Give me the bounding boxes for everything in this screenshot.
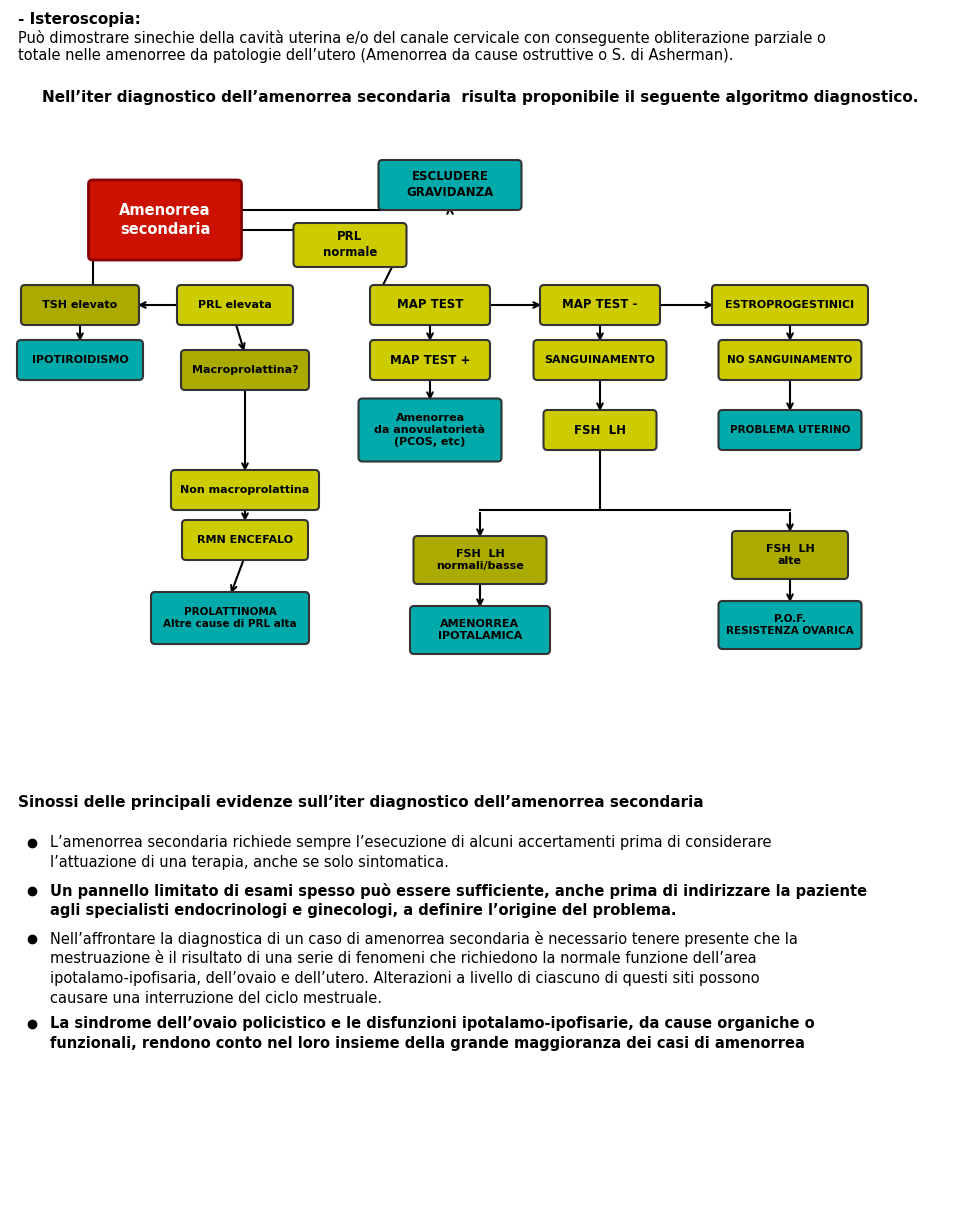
Text: Macroprolattina?: Macroprolattina? [192,365,299,375]
Text: Nell’affrontare la diagnostica di un caso di amenorrea secondaria è necessario t: Nell’affrontare la diagnostica di un cas… [50,931,798,947]
FancyBboxPatch shape [370,285,490,325]
Text: Non macroprolattina: Non macroprolattina [180,485,310,495]
Text: Amenorrea
secondaria: Amenorrea secondaria [119,203,211,236]
Text: Nell’iter diagnostico dell’amenorrea secondaria  risulta proponibile il seguente: Nell’iter diagnostico dell’amenorrea sec… [42,89,918,105]
Text: NO SANGUINAMENTO: NO SANGUINAMENTO [728,355,852,365]
FancyBboxPatch shape [181,350,309,390]
FancyBboxPatch shape [712,285,868,325]
Text: Può dimostrare sinechie della cavità uterina e/o del canale cervicale con conseg: Può dimostrare sinechie della cavità ute… [18,29,826,47]
Text: FSH  LH
normali/basse: FSH LH normali/basse [436,549,524,571]
Text: Sinossi delle principali evidenze sull’iter diagnostico dell’amenorrea secondari: Sinossi delle principali evidenze sull’i… [18,795,704,810]
FancyBboxPatch shape [543,410,657,450]
FancyBboxPatch shape [177,285,293,325]
Text: PRL elevata: PRL elevata [198,300,272,310]
Text: causare una interruzione del ciclo mestruale.: causare una interruzione del ciclo mestr… [50,991,382,1006]
Text: agli specialisti endocrinologi e ginecologi, a definire l’origine del problema.: agli specialisti endocrinologi e ginecol… [50,903,677,918]
FancyBboxPatch shape [88,180,242,260]
FancyBboxPatch shape [718,341,861,380]
Text: AMENORREA
IPOTALAMICA: AMENORREA IPOTALAMICA [438,619,522,641]
Text: TSH elevato: TSH elevato [42,300,118,310]
FancyBboxPatch shape [378,160,521,209]
FancyBboxPatch shape [294,223,406,267]
FancyBboxPatch shape [414,537,546,584]
FancyBboxPatch shape [540,285,660,325]
Text: ipotalamo-ipofisaria, dell’ovaio e dell’utero. Alterazioni a livello di ciascuno: ipotalamo-ipofisaria, dell’ovaio e dell’… [50,971,759,986]
Text: MAP TEST -: MAP TEST - [563,299,637,311]
Text: Amenorrea
da anovulatorietà
(PCOS, etc): Amenorrea da anovulatorietà (PCOS, etc) [374,413,486,447]
FancyBboxPatch shape [718,601,861,649]
Text: RMN ENCEFALO: RMN ENCEFALO [197,535,293,545]
Text: La sindrome dell’ovaio policistico e le disfunzioni ipotalamo-ipofisarie, da cau: La sindrome dell’ovaio policistico e le … [50,1016,815,1031]
FancyBboxPatch shape [171,470,319,510]
Text: FSH  LH: FSH LH [574,424,626,436]
FancyBboxPatch shape [370,341,490,380]
FancyBboxPatch shape [718,410,861,450]
FancyBboxPatch shape [410,606,550,654]
Text: PROBLEMA UTERINO: PROBLEMA UTERINO [730,425,851,435]
Text: ESTROPROGESTINICI: ESTROPROGESTINICI [726,300,854,310]
Text: mestruazione è il risultato di una serie di fenomeni che richiedono la normale f: mestruazione è il risultato di una serie… [50,951,756,967]
Text: L’amenorrea secondaria richiede sempre l’esecuzione di alcuni accertamenti prima: L’amenorrea secondaria richiede sempre l… [50,835,772,850]
Text: IPOTIROIDISMO: IPOTIROIDISMO [32,355,129,365]
Text: FSH  LH
alte: FSH LH alte [766,544,814,566]
Text: SANGUINAMENTO: SANGUINAMENTO [544,355,656,365]
FancyBboxPatch shape [732,530,848,579]
FancyBboxPatch shape [17,341,143,380]
Text: MAP TEST +: MAP TEST + [390,354,470,366]
Text: funzionali, rendono conto nel loro insieme della grande maggioranza dei casi di : funzionali, rendono conto nel loro insie… [50,1036,804,1051]
FancyBboxPatch shape [534,341,666,380]
FancyBboxPatch shape [358,398,501,462]
FancyBboxPatch shape [151,592,309,644]
Text: MAP TEST: MAP TEST [396,299,463,311]
FancyBboxPatch shape [21,285,139,325]
Text: ESCLUDERE
GRAVIDANZA: ESCLUDERE GRAVIDANZA [406,170,493,200]
Text: Un pannello limitato di esami spesso può essere sufficiente, anche prima di indi: Un pannello limitato di esami spesso può… [50,883,867,899]
Text: PROLATTINOMA
Altre cause di PRL alta: PROLATTINOMA Altre cause di PRL alta [163,606,297,630]
Text: - Isteroscopia:: - Isteroscopia: [18,12,141,27]
Text: l’attuazione di una terapia, anche se solo sintomatica.: l’attuazione di una terapia, anche se so… [50,855,449,870]
Text: PRL
normale: PRL normale [323,230,377,260]
FancyBboxPatch shape [182,519,308,560]
Text: totale nelle amenorree da patologie dell’utero (Amenorrea da cause ostruttive o : totale nelle amenorree da patologie dell… [18,48,733,62]
Text: P.O.F.
RESISTENZA OVARICA: P.O.F. RESISTENZA OVARICA [726,614,853,636]
